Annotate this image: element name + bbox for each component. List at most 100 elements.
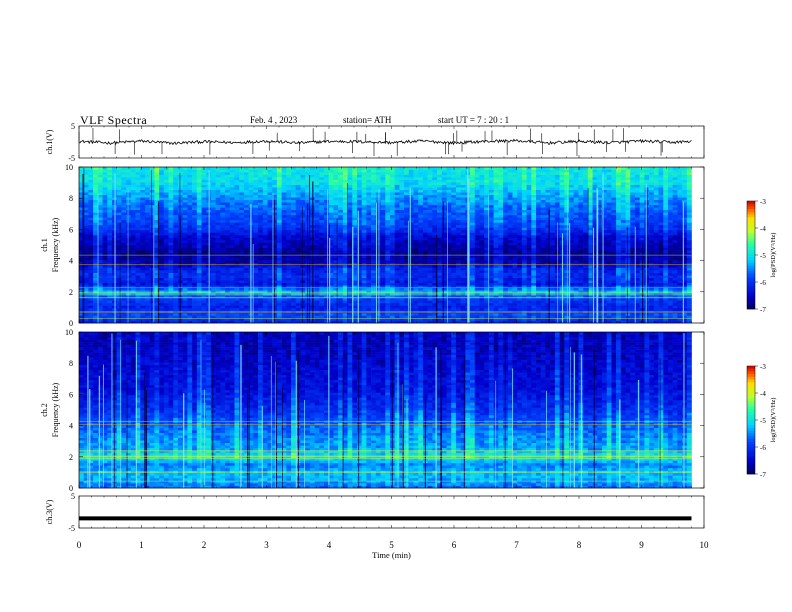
ch2-colorbar-cell xyxy=(747,430,755,434)
ch1-colorbar-cell xyxy=(747,290,755,294)
ch2-colorbar-cell xyxy=(747,463,755,467)
ch2-colorbar-cell xyxy=(747,379,755,383)
ch2-spectrogram xyxy=(79,332,692,489)
chart-title: VLF Spectra xyxy=(80,113,148,127)
ch2-colorbar-cell xyxy=(747,387,755,391)
ch2-colorbar-cell xyxy=(747,368,755,372)
ch2-colorbar-cell xyxy=(747,371,755,375)
ch1-colorbar-cell xyxy=(747,260,755,264)
ch2-colorbar-cell xyxy=(747,436,755,440)
ch1-colorbar-cell xyxy=(747,214,755,218)
ch2-ytick-label: 2 xyxy=(69,453,73,462)
ch1-ytick-label: 5 xyxy=(71,122,75,131)
ch1-ytick-label: 10 xyxy=(65,163,73,172)
ch1-colorbar-cell xyxy=(747,284,755,288)
ch1-colorbar-cell xyxy=(747,279,755,283)
x-tick-label: 8 xyxy=(577,540,582,550)
ch2-colorbar-tick-label: -7 xyxy=(760,471,766,479)
ch2-colorbar-cell xyxy=(747,411,755,415)
ch2-colorbar-cell xyxy=(747,422,755,426)
ch1-colorbar-cell xyxy=(747,238,755,242)
x-tick-label: 2 xyxy=(202,540,207,550)
x-tick-label: 0 xyxy=(77,540,82,550)
ch2-colorbar-cell xyxy=(747,460,755,464)
ch1-colorbar-cell xyxy=(747,298,755,302)
ch2-colorbar-cell xyxy=(747,382,755,386)
ch1-colorbar-cell xyxy=(747,287,755,291)
ch2-colorbar-cell xyxy=(747,444,755,448)
ch3-ytick-label: 5 xyxy=(71,492,75,501)
ch1-colorbar-cell xyxy=(747,257,755,261)
ch1-colorbar-tick-label: -3 xyxy=(760,198,766,206)
ch2-ylabel: Frequency (kHz) xyxy=(51,382,60,437)
ch1-colorbar-cell xyxy=(747,233,755,237)
ch1-colorbar-cell xyxy=(747,211,755,215)
ch2-colorbar-cell xyxy=(747,457,755,461)
ch2-ytick-label: 4 xyxy=(69,422,73,431)
ch1-ytick-label: 8 xyxy=(69,194,73,203)
ch2-colorbar-cell xyxy=(747,398,755,402)
ch2-colorbar-label: log(PSD)(V²/Hz) xyxy=(770,398,777,443)
ch1-colorbar-cell xyxy=(747,273,755,277)
ch2-colorbar-cell xyxy=(747,395,755,399)
ch1-colorbar-tick-label: -7 xyxy=(760,306,766,314)
ch1-colorbar-cell xyxy=(747,201,755,204)
x-tick-label: 7 xyxy=(514,540,519,550)
ch1-colorbar-label: log(PSD)(V²/Hz) xyxy=(770,233,777,278)
ch2-colorbar-cell xyxy=(747,374,755,378)
ch1-colorbar-cell xyxy=(747,249,755,253)
ch2-ytick-label: 0 xyxy=(69,484,73,493)
ch1-waveform-panel xyxy=(78,125,705,159)
ch1-colorbar-cell xyxy=(747,300,755,304)
ch1-colorbar-cell xyxy=(747,219,755,223)
ch3-ylabel: ch.3(V) xyxy=(45,499,54,524)
ch2-colorbar-cell xyxy=(747,471,755,475)
x-tick-label: 10 xyxy=(700,540,710,550)
ch1-colorbar-cell xyxy=(747,268,755,272)
ch2-colorbar-cell xyxy=(747,449,755,453)
ch2-colorbar-cell xyxy=(747,406,755,410)
ch1-colorbar-cell xyxy=(747,209,755,213)
ch2-colorbar-cell xyxy=(747,401,755,405)
ch1-ylabel: ch.1(V) xyxy=(45,129,54,154)
x-tick-label: 4 xyxy=(327,540,332,550)
ch1-colorbar-cell xyxy=(747,228,755,231)
ch1-colorbar-cell xyxy=(747,246,755,250)
ch1-ylabel: Frequency (kHz) xyxy=(51,217,60,272)
ch1-colorbar-cell xyxy=(747,255,755,258)
ch2-colorbar-tick-label: -4 xyxy=(760,390,766,398)
ch1-colorbar-cell xyxy=(747,282,755,285)
ch2-colorbar-cell xyxy=(747,414,755,418)
ch1-colorbar-cell xyxy=(747,225,755,229)
ch2-colorbar-cell xyxy=(747,433,755,437)
ch1-colorbar-cell xyxy=(747,252,755,256)
ch1-colorbar-cell xyxy=(747,203,755,207)
ch1-colorbar-cell xyxy=(747,217,755,221)
ch2-colorbar-cell xyxy=(747,420,755,423)
ch1-colorbar-cell xyxy=(747,303,755,307)
ch2-colorbar-cell xyxy=(747,366,755,369)
ch2-colorbar-cell xyxy=(747,428,755,432)
ch2-colorbar-tick-label: -5 xyxy=(760,417,766,425)
ch1-colorbar-cell xyxy=(747,206,755,210)
ch1-colorbar-cell xyxy=(747,295,755,299)
ch1-colorbar-cell xyxy=(747,222,755,226)
ch2-colorbar-cell xyxy=(747,384,755,388)
ch1-colorbar-cell xyxy=(747,230,755,234)
ch1-ytick-label: 0 xyxy=(69,319,73,328)
ch1-spectrogram xyxy=(79,167,692,324)
ch1-waveform-line xyxy=(78,138,692,146)
ch2-colorbar-cell xyxy=(747,403,755,407)
x-tick-label: 5 xyxy=(389,540,394,550)
ch2-ytick-label: 10 xyxy=(65,328,73,337)
ch1-colorbar-cell xyxy=(747,236,755,240)
ch1-colorbar-tick-label: -6 xyxy=(760,279,766,287)
ch1-colorbar-cell xyxy=(747,306,755,310)
x-tick-label: 9 xyxy=(639,540,644,550)
ch2-colorbar-cell xyxy=(747,425,755,429)
ch2-colorbar-tick-label: -3 xyxy=(760,363,766,371)
ch1-colorbar-cell xyxy=(747,271,755,275)
ch3-ytick-label: -5 xyxy=(68,524,75,533)
ch1-colorbar-cell xyxy=(747,265,755,269)
